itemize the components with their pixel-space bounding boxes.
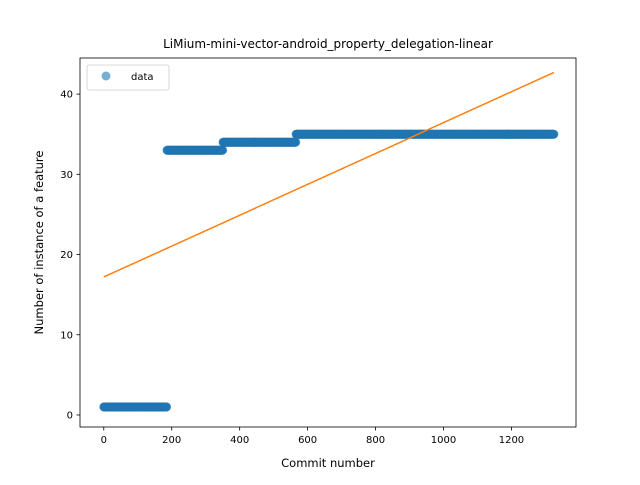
x-tick-label: 1200 [499,435,524,446]
plot-area [99,71,559,412]
data-points [99,129,559,412]
chart-title: LiMium-mini-vector-android_property_dele… [163,37,493,51]
axes-frame [79,57,577,428]
legend: data [86,64,170,91]
x-axis-ticks: 0 200 400 600 800 1000 1200 [101,427,524,446]
x-tick-label: 200 [162,435,181,446]
y-tick-label: 0 [67,410,73,421]
data-point [218,145,228,155]
data-point [549,129,559,139]
data-point [162,402,172,412]
y-axis-ticks: 0 10 20 30 40 [60,90,80,421]
y-axis-label: Number of instance of a feature [32,151,46,335]
legend-marker-data [101,71,111,81]
x-tick-label: 1000 [431,435,456,446]
x-tick-label: 800 [366,435,385,446]
y-tick-label: 10 [60,330,73,341]
x-tick-label: 0 [101,435,107,446]
legend-label-data: data [131,72,154,83]
legend-box [86,64,170,91]
data-point [291,137,301,147]
y-tick-label: 20 [60,250,73,261]
x-tick-label: 600 [298,435,317,446]
y-tick-label: 30 [60,170,73,181]
linear-fit-line [103,71,555,278]
x-axis-label: Commit number [281,456,375,470]
x-tick-label: 400 [230,435,249,446]
y-tick-label: 40 [60,90,73,101]
